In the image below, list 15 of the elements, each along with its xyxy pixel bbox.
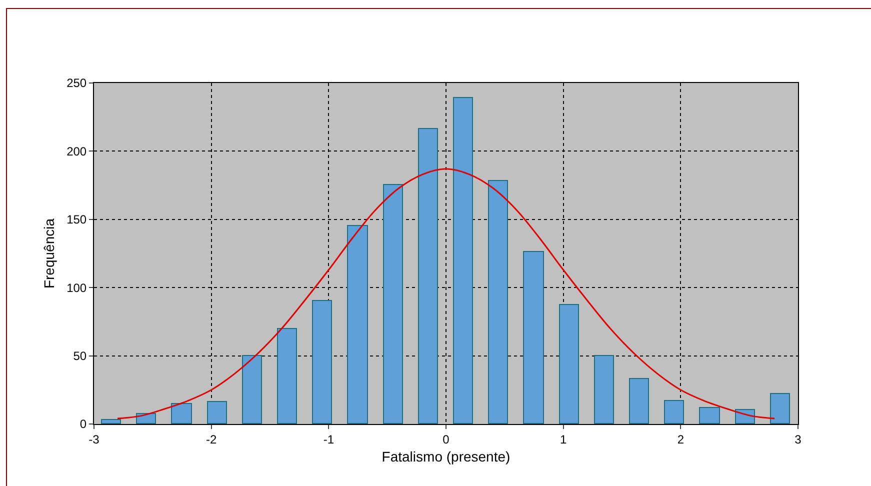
x-tick-label: -2 (206, 432, 217, 446)
y-tick-label: 50 (73, 349, 87, 363)
y-tick-label: 150 (66, 212, 87, 227)
x-tick-label: 0 (442, 432, 450, 446)
x-axis-title: Fatalismo (presente) (382, 448, 510, 465)
x-tick-label: -1 (323, 432, 334, 446)
y-tick-label: 200 (66, 144, 87, 158)
y-tick-label: 250 (66, 76, 87, 90)
x-tick-label: 3 (794, 432, 802, 446)
y-tick-label: 0 (80, 417, 87, 432)
x-tick-label: 1 (560, 432, 567, 446)
y-tick-label: 100 (66, 280, 87, 295)
y-axis-title: Frequência (41, 218, 58, 289)
x-tick-label: -3 (88, 432, 100, 446)
x-tick-label: 2 (677, 432, 684, 446)
